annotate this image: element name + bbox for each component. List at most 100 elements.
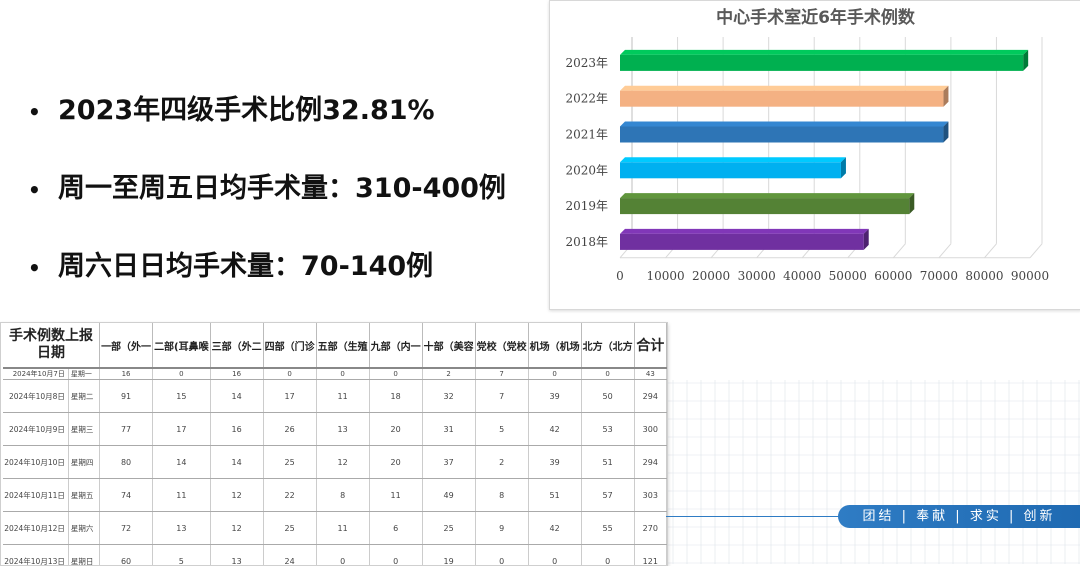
- count-cell: 2: [422, 368, 475, 380]
- count-cell: 0: [581, 545, 634, 566]
- count-cell: 8: [475, 479, 528, 512]
- date-cell: 2024年10月10日: [3, 446, 68, 479]
- count-cell: 13: [210, 545, 263, 566]
- count-cell: 13: [153, 512, 211, 545]
- grid-line-floor: [984, 244, 996, 258]
- table-header-cell: 合计: [634, 323, 666, 368]
- bullet-text: 周一至周五日均手术量：310-400例: [58, 173, 506, 204]
- bar: [620, 234, 864, 250]
- count-cell: 77: [100, 413, 153, 446]
- category-label: 2022年: [565, 92, 608, 106]
- count-cell: 57: [581, 479, 634, 512]
- count-cell: 8: [316, 479, 369, 512]
- surgery-report-table: 手术例数上报日期一部（外一二部(耳鼻喉三部（外二四部（门诊五部（生殖九部（内一十…: [0, 322, 668, 566]
- date-cell: 2024年10月13日: [3, 545, 68, 566]
- count-cell: 91: [100, 380, 153, 413]
- count-cell: 303: [634, 479, 666, 512]
- x-tick-label: 90000: [1011, 269, 1049, 283]
- table-header-row: 手术例数上报日期一部（外一二部(耳鼻喉三部（外二四部（门诊五部（生殖九部（内一十…: [3, 323, 667, 368]
- count-cell: 11: [153, 479, 211, 512]
- bullet-item: •周六日日均手术量：70-140例: [28, 244, 433, 283]
- count-cell: 270: [634, 512, 666, 545]
- count-cell: 14: [153, 446, 211, 479]
- motto-banner: 团结 | 奉献 | 求实 | 创新: [838, 505, 1080, 528]
- table-header-cell: 四部（门诊: [263, 323, 316, 368]
- bullet-item: •2023年四级手术比例32.81%: [28, 88, 435, 127]
- count-cell: 294: [634, 380, 666, 413]
- x-tick-label: 40000: [783, 269, 821, 283]
- bar: [620, 127, 943, 143]
- x-tick-label: 60000: [874, 269, 912, 283]
- count-cell: 60: [100, 545, 153, 566]
- count-cell: 6: [369, 512, 422, 545]
- count-cell: 0: [581, 368, 634, 380]
- bar: [620, 162, 841, 178]
- count-cell: 19: [422, 545, 475, 566]
- bullet-dot: •: [28, 256, 58, 280]
- weekday-cell: 星期日: [68, 545, 99, 566]
- count-cell: 0: [316, 545, 369, 566]
- table-header-cell: 手术例数上报日期: [3, 323, 100, 368]
- date-cell: 2024年10月9日: [3, 413, 68, 446]
- count-cell: 17: [153, 413, 211, 446]
- table-header-cell: 北方（北方: [581, 323, 634, 368]
- count-cell: 15: [153, 380, 211, 413]
- x-tick-label: 10000: [646, 269, 684, 283]
- grid-line-floor: [893, 244, 905, 258]
- weekday-cell: 星期六: [68, 512, 99, 545]
- count-cell: 43: [634, 368, 666, 380]
- bullet-text: 周六日日均手术量：70-140例: [58, 251, 433, 282]
- table-header-cell: 九部（内一: [369, 323, 422, 368]
- x-tick-label: 70000: [920, 269, 958, 283]
- bar-top: [620, 193, 914, 198]
- count-cell: 80: [100, 446, 153, 479]
- count-cell: 11: [369, 479, 422, 512]
- count-cell: 0: [528, 545, 581, 566]
- bar-top: [620, 50, 1028, 55]
- bar: [620, 198, 909, 214]
- x-tick-label: 20000: [692, 269, 730, 283]
- count-cell: 42: [528, 413, 581, 446]
- count-cell: 49: [422, 479, 475, 512]
- count-cell: 12: [210, 512, 263, 545]
- count-cell: 7: [475, 380, 528, 413]
- bullet-item: •周一至周五日均手术量：310-400例: [28, 166, 506, 205]
- count-cell: 22: [263, 479, 316, 512]
- category-label: 2018年: [565, 235, 608, 249]
- weekday-cell: 星期四: [68, 446, 99, 479]
- count-cell: 39: [528, 446, 581, 479]
- bullet-text: 2023年四级手术比例32.81%: [58, 95, 435, 126]
- date-cell: 2024年10月12日: [3, 512, 68, 545]
- weekday-cell: 星期五: [68, 479, 99, 512]
- count-cell: 17: [263, 380, 316, 413]
- table-header-cell: 一部（外一: [100, 323, 153, 368]
- count-cell: 12: [210, 479, 263, 512]
- bar: [620, 91, 943, 107]
- count-cell: 12: [316, 446, 369, 479]
- bar-top: [620, 157, 846, 162]
- count-cell: 24: [263, 545, 316, 566]
- count-cell: 39: [528, 380, 581, 413]
- bar: [620, 55, 1023, 71]
- count-cell: 0: [316, 368, 369, 380]
- bar-top: [620, 122, 948, 127]
- banner-rule: [666, 516, 841, 517]
- count-cell: 32: [422, 380, 475, 413]
- count-cell: 37: [422, 446, 475, 479]
- weekday-cell: 星期二: [68, 380, 99, 413]
- count-cell: 25: [263, 446, 316, 479]
- grid-line-floor: [939, 244, 951, 258]
- bullet-dot: •: [28, 100, 58, 124]
- count-cell: 11: [316, 380, 369, 413]
- x-tick-label: 30000: [738, 269, 776, 283]
- category-label: 2023年: [565, 56, 608, 70]
- x-tick-label: 80000: [965, 269, 1003, 283]
- weekday-cell: 星期一: [68, 368, 99, 380]
- count-cell: 25: [422, 512, 475, 545]
- count-cell: 72: [100, 512, 153, 545]
- count-cell: 20: [369, 446, 422, 479]
- count-cell: 16: [100, 368, 153, 380]
- count-cell: 42: [528, 512, 581, 545]
